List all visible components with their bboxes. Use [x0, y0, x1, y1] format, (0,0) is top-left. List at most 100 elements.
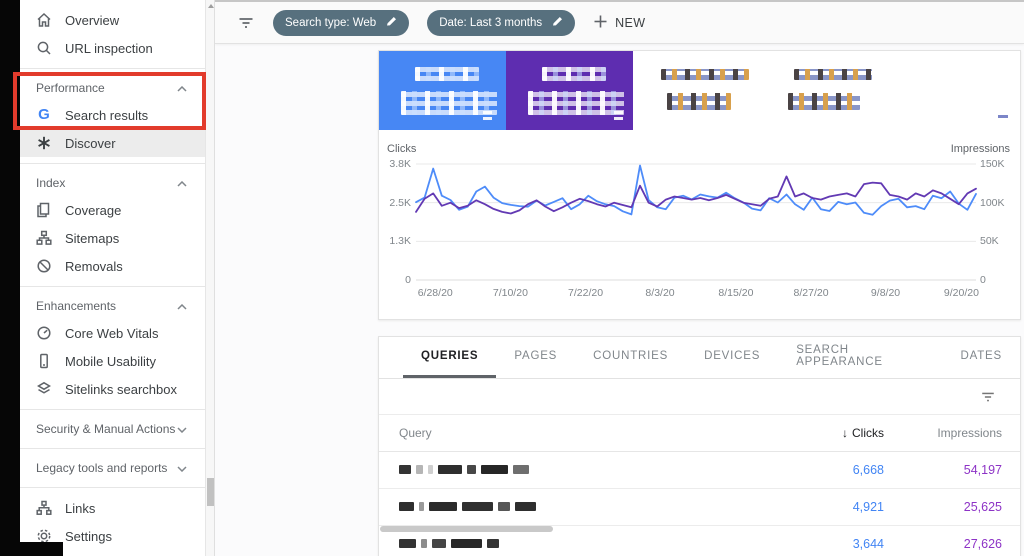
y-tick-label: 2.5K [389, 197, 411, 209]
redacted-metric-value [667, 93, 731, 110]
y-tick-label: 3.8K [389, 158, 411, 170]
sidebar-section-legacy-tools[interactable]: Legacy tools and reports [20, 455, 205, 481]
sidebar-item-label: Discover [65, 135, 116, 151]
sidebar-section-security-manual-actions[interactable]: Security & Manual Actions [20, 416, 205, 442]
impressions-value[interactable]: 27,626 [902, 525, 1020, 556]
chart-date-labels: 6/28/20 7/10/20 7/22/20 8/3/20 8/15/20 8/27/2… [379, 287, 1022, 301]
sidebar-item-settings[interactable]: Settings [20, 522, 205, 550]
performance-summary-panel: Clicks Impressions 3.8K 2.5K 1.3K 0 150K… [378, 50, 1021, 320]
tab-countries[interactable]: COUNTRIES [593, 350, 669, 362]
scrollbar-thumb[interactable] [207, 478, 214, 506]
sidebar-item-discover[interactable]: Discover [20, 129, 205, 157]
x-tick-label: 9/8/20 [870, 287, 901, 299]
tab-dates[interactable]: DATES [960, 350, 1002, 362]
y-tick-label: 0 [980, 274, 986, 286]
sitemaps-tree-icon [35, 229, 53, 247]
sidebar-item-label: Removals [65, 258, 123, 274]
new-filter-button[interactable]: NEW [593, 14, 645, 32]
sidebar-item-core-web-vitals[interactable]: Core Web Vitals [20, 319, 205, 347]
sidebar-item-label: Overview [65, 12, 120, 28]
redacted-mark [483, 111, 492, 120]
sidebar-section-enhancements[interactable]: Enhancements [20, 293, 205, 319]
table-row[interactable]: 3,644 27,626 [379, 525, 1020, 556]
sidebar-item-url-inspection[interactable]: URL inspection [20, 34, 205, 62]
redacted-metric-label [542, 67, 606, 81]
sidebar-scrollbar[interactable] [205, 0, 215, 556]
sidebar: Overview URL inspection Performance G Se… [20, 0, 205, 556]
pencil-icon [551, 15, 563, 30]
sidebar-item-label: Settings [65, 528, 112, 544]
x-tick-label: 8/3/20 [645, 287, 675, 299]
layers-icon [35, 380, 53, 398]
letterbox-corner [0, 542, 63, 556]
x-tick-label: 9/20/20 [943, 287, 979, 299]
coverage-pages-icon [35, 201, 53, 219]
date-range-chip[interactable]: Date: Last 3 months [427, 9, 576, 36]
x-tick-label: 7/10/20 [492, 287, 528, 299]
sidebar-item-search-results[interactable]: G Search results [20, 101, 205, 129]
smartphone-icon [35, 352, 53, 370]
sidebar-item-overview[interactable]: Overview [20, 6, 205, 34]
left-axis-title: Clicks [387, 143, 417, 155]
home-icon [35, 11, 53, 29]
table-row[interactable]: 6,668 54,197 [379, 451, 1020, 489]
table-tabs: QUERIES PAGES COUNTRIES DEVICES SEARCH A… [379, 337, 1020, 379]
impressions-value[interactable]: 25,625 [902, 488, 1020, 526]
sidebar-item-coverage[interactable]: Coverage [20, 196, 205, 224]
redacted-metric-value [401, 91, 497, 115]
divider [20, 286, 205, 287]
horizontal-scrollbar-thumb[interactable] [380, 526, 553, 532]
redacted-query-text [399, 465, 784, 475]
impressions-value[interactable]: 54,197 [902, 451, 1020, 489]
clicks-value[interactable]: 4,921 [784, 488, 902, 526]
google-g-icon: G [38, 106, 50, 123]
tab-pages[interactable]: PAGES [514, 350, 558, 362]
sidebar-item-removals[interactable]: Removals [20, 252, 205, 280]
filter-list-icon[interactable] [237, 14, 255, 32]
redacted-metric-value [788, 93, 860, 110]
tab-search-appearance[interactable]: SEARCH APPEARANCE [796, 344, 883, 368]
total-impressions-card[interactable] [506, 51, 633, 130]
performance-chart[interactable] [379, 146, 1022, 306]
table-row[interactable]: 4,921 25,625 [379, 488, 1020, 526]
sidebar-item-mobile-usability[interactable]: Mobile Usability [20, 347, 205, 375]
sidebar-item-links[interactable]: Links [20, 494, 205, 522]
sidebar-section-index[interactable]: Index [20, 170, 205, 196]
total-clicks-card[interactable] [379, 51, 506, 130]
sidebar-item-sitemaps[interactable]: Sitemaps [20, 224, 205, 252]
redacted-mark [614, 111, 623, 120]
sidebar-item-label: Mobile Usability [65, 353, 157, 369]
discover-asterisk-icon [35, 134, 53, 152]
links-tree-icon [35, 499, 53, 517]
letterbox-left-strip [0, 0, 20, 556]
right-axis-title: Impressions [950, 143, 1010, 155]
tab-devices[interactable]: DEVICES [704, 350, 761, 362]
tab-queries[interactable]: QUERIES [403, 337, 497, 378]
chevron-up-icon [177, 299, 187, 313]
clicks-value[interactable]: 6,668 [784, 451, 902, 489]
sidebar-item-label: Core Web Vitals [65, 325, 159, 341]
scrollbar-up-arrow[interactable] [208, 4, 214, 8]
x-tick-label: 8/27/20 [793, 287, 829, 299]
queries-table: Query ↓ Clicks Impressions 6,668 54,197 [379, 415, 1020, 556]
metric-card-4[interactable] [760, 51, 887, 130]
plus-icon [593, 14, 608, 32]
clicks-value[interactable]: 3,644 [784, 525, 902, 556]
table-filter-icon[interactable] [980, 389, 996, 405]
sidebar-item-label: Sitelinks searchbox [65, 381, 177, 397]
chevron-up-icon [177, 176, 187, 190]
column-header-query[interactable]: Query [379, 415, 784, 452]
metric-cards-row [379, 51, 1020, 130]
sidebar-section-performance[interactable]: Performance [20, 75, 205, 101]
metric-card-3[interactable] [633, 51, 778, 130]
sidebar-item-label: Links [65, 500, 96, 516]
y-tick-label: 1.3K [389, 235, 411, 247]
redacted-metric-label [661, 69, 749, 80]
divider [20, 409, 205, 410]
redacted-metric-label [415, 67, 479, 81]
sidebar-item-label: Search results [65, 107, 149, 123]
column-header-impressions[interactable]: Impressions [902, 415, 1020, 452]
search-type-chip[interactable]: Search type: Web [273, 9, 410, 36]
sidebar-item-sitelinks-searchbox[interactable]: Sitelinks searchbox [20, 375, 205, 403]
column-header-clicks[interactable]: ↓ Clicks [784, 415, 902, 452]
